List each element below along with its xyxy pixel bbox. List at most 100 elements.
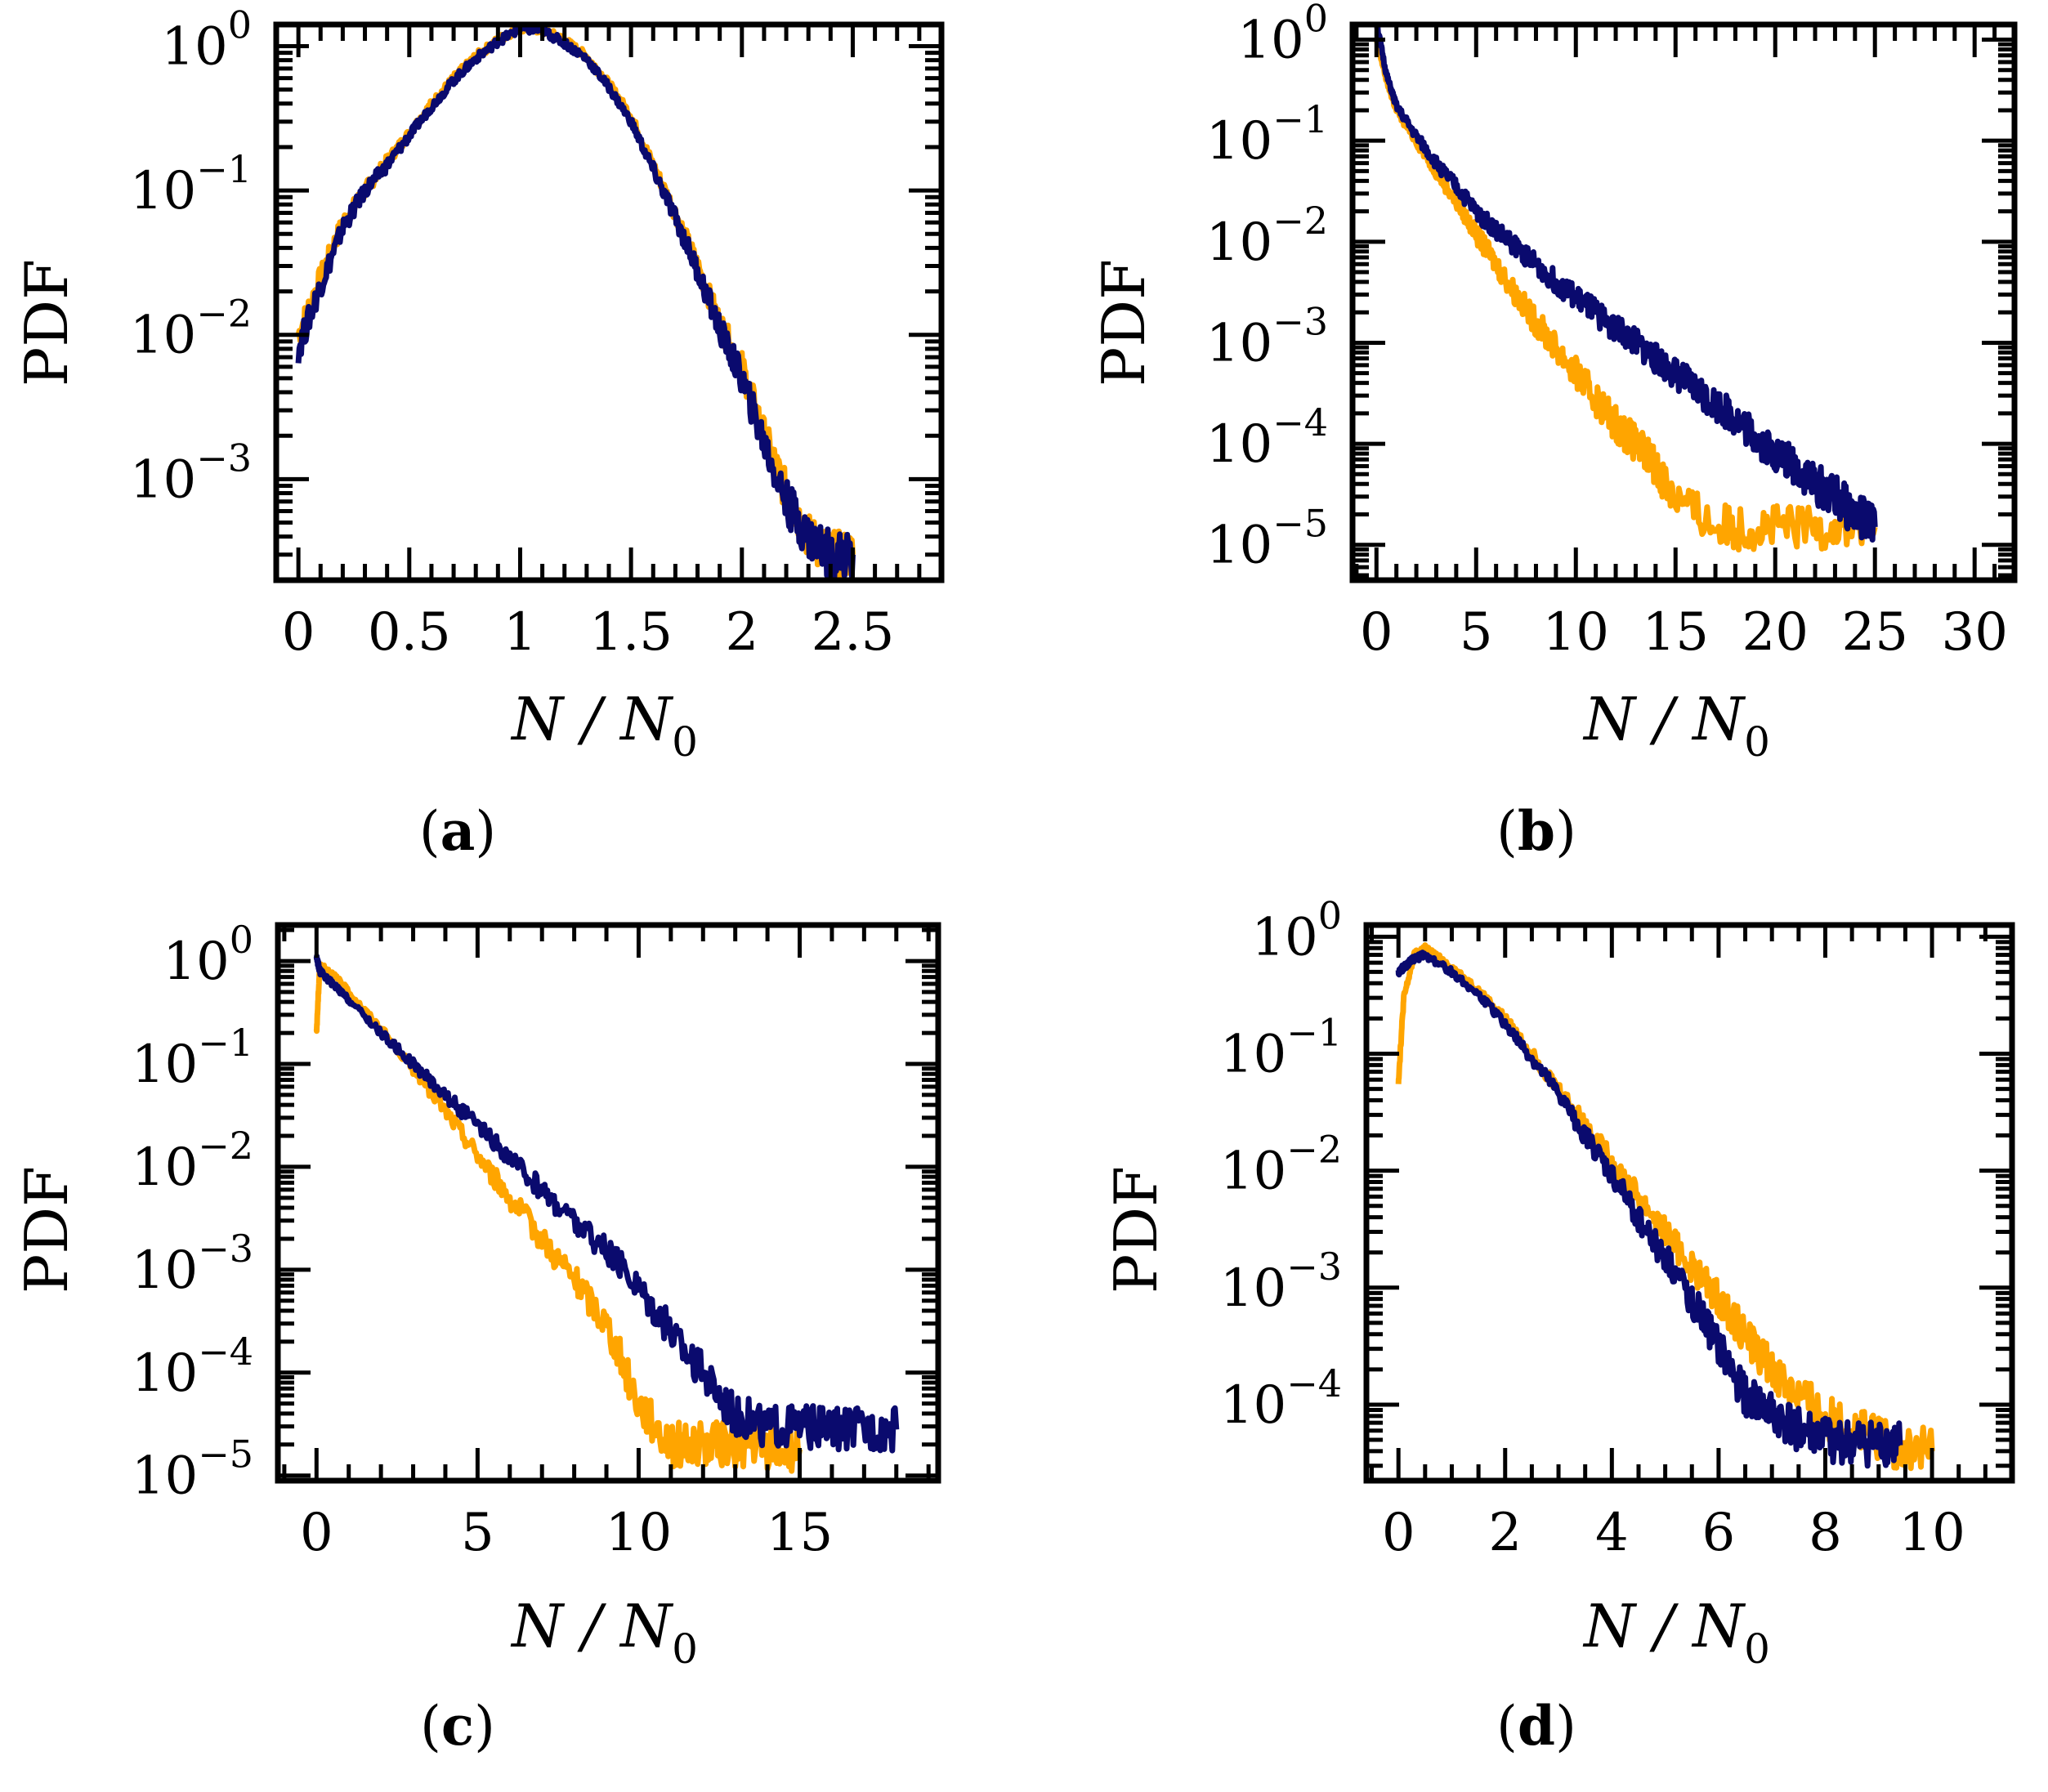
y-tick-base: 10 — [132, 1343, 198, 1404]
y-tick-exponent: −2 — [198, 1124, 253, 1168]
x-tick-label: 8 — [1809, 1503, 1842, 1563]
panel-label-open: ( — [1496, 1695, 1518, 1758]
y-tick-exponent: −1 — [198, 1021, 253, 1065]
y-tick-label: 10−1 — [130, 147, 252, 221]
y-tick-label: 10−3 — [1206, 299, 1328, 373]
x-tick-label: 5 — [1460, 602, 1493, 663]
y-tick-exponent: 0 — [228, 2, 252, 47]
panel-label-open: ( — [1496, 800, 1518, 863]
y-tick-label: 10−2 — [1220, 1128, 1342, 1202]
panel-label-close: ) — [475, 800, 496, 863]
x-axis-label-subscript: 0 — [1744, 718, 1770, 766]
y-tick-base: 10 — [1206, 111, 1272, 172]
x-tick-label: 10 — [606, 1503, 672, 1563]
x-tick-label: 0 — [282, 602, 315, 663]
panel-label-letter: d — [1518, 1694, 1555, 1758]
y-tick-label: 10−4 — [1220, 1361, 1342, 1436]
y-tick-base: 10 — [130, 449, 196, 510]
y-axis-label: PDF — [1102, 1166, 1170, 1294]
x-ticks — [1370, 925, 2014, 1481]
x-tick-label: 15 — [767, 1503, 833, 1563]
y-tick-base: 10 — [1237, 11, 1303, 71]
x-axis-label-subscript: 0 — [1744, 1625, 1770, 1673]
y-tick-exponent: −4 — [198, 1329, 253, 1374]
y-tick-exponent: −1 — [196, 147, 252, 191]
series-group — [295, 25, 856, 580]
x-tick-label: 5 — [461, 1503, 494, 1563]
y-tick-exponent: 0 — [230, 918, 253, 962]
panel-label: (d) — [1496, 1694, 1576, 1758]
y-tick-base: 10 — [1206, 313, 1272, 373]
y-tick-base: 10 — [1206, 516, 1272, 576]
x-axis-label: N / N0 — [510, 1592, 698, 1673]
y-tick-base: 10 — [1220, 1258, 1286, 1319]
y-tick-base: 10 — [1206, 414, 1272, 475]
y-tick-base: 10 — [163, 932, 229, 992]
y-tick-exponent: 0 — [1304, 0, 1328, 41]
x-axis-label: N / N0 — [1582, 685, 1770, 766]
y-tick-label: 100 — [1251, 893, 1342, 968]
y-tick-base: 10 — [1251, 907, 1317, 968]
series-line-orange — [1395, 942, 1935, 1472]
y-tick-label: 100 — [163, 918, 253, 992]
y-tick-label: 10−4 — [1206, 400, 1328, 475]
series-line-orange — [295, 25, 856, 580]
y-tick-exponent: −5 — [198, 1432, 253, 1477]
x-tick-label: 6 — [1702, 1503, 1736, 1563]
x-tick-label: 0 — [1382, 1503, 1415, 1563]
x-tick-label: 1.5 — [589, 602, 673, 663]
y-tick-exponent: 0 — [1318, 893, 1342, 937]
y-axis-label: PDF — [12, 1166, 81, 1294]
y-tick-base: 10 — [130, 161, 196, 221]
x-axis-label-subscript: 0 — [672, 718, 698, 766]
panel-label: (a) — [419, 799, 496, 863]
x-tick-label: 10 — [1543, 602, 1609, 663]
x-axis-label-main: N / N — [1582, 1592, 1746, 1660]
panel-b: 0 5 10 15 20 25 3010−510−410−310−210−1100PDFN … — [1089, 0, 2018, 863]
y-tick-exponent: −3 — [1272, 299, 1328, 343]
panel-label: (c) — [420, 1694, 495, 1758]
panel-label-close: ) — [1555, 800, 1576, 863]
y-ticks — [1366, 934, 2012, 1468]
x-tick-label: 4 — [1595, 1503, 1629, 1563]
y-tick-exponent: −2 — [196, 292, 252, 336]
panel-label-letter: a — [440, 799, 476, 863]
y-tick-exponent: −3 — [196, 436, 252, 480]
x-ticks — [1354, 25, 2017, 580]
y-tick-label: 10−3 — [1220, 1245, 1342, 1319]
x-tick-label: 0.5 — [368, 602, 451, 663]
y-tick-label: 10−2 — [130, 292, 252, 366]
plot-frame — [273, 21, 945, 583]
y-tick-label: 10−1 — [1220, 1010, 1342, 1084]
panel-label-close: ) — [474, 1695, 495, 1758]
y-tick-label: 10−2 — [1206, 199, 1328, 273]
series-group — [313, 953, 900, 1474]
y-tick-exponent: −4 — [1272, 400, 1328, 445]
panel-label-letter: c — [441, 1694, 474, 1758]
y-tick-exponent: −2 — [1272, 199, 1328, 243]
y-tick-base: 10 — [1220, 1142, 1286, 1202]
y-tick-label: 10−5 — [1206, 502, 1328, 576]
y-ticks — [276, 43, 941, 583]
panel-label: (b) — [1496, 799, 1576, 863]
y-tick-label: 10−5 — [132, 1432, 253, 1507]
y-tick-label: 10−3 — [130, 436, 252, 510]
series-group — [1373, 25, 1878, 553]
plot-frame — [275, 922, 941, 1484]
y-axis-label: PDF — [12, 259, 81, 387]
y-ticks — [278, 927, 938, 1482]
series-line-orange — [313, 961, 803, 1474]
y-axis-label: PDF — [1089, 259, 1158, 387]
plot-frame — [1363, 922, 2015, 1484]
y-tick-label: 10−1 — [132, 1021, 253, 1095]
x-axis-label-subscript: 0 — [672, 1625, 698, 1673]
series-group — [1395, 942, 1935, 1472]
x-axis-label: N / N0 — [510, 685, 698, 766]
x-axis-label: N / N0 — [1582, 1592, 1770, 1673]
y-tick-base: 10 — [130, 306, 196, 366]
y-tick-base: 10 — [132, 1240, 198, 1301]
y-tick-exponent: −5 — [1272, 502, 1328, 546]
x-tick-label: 15 — [1643, 602, 1709, 663]
